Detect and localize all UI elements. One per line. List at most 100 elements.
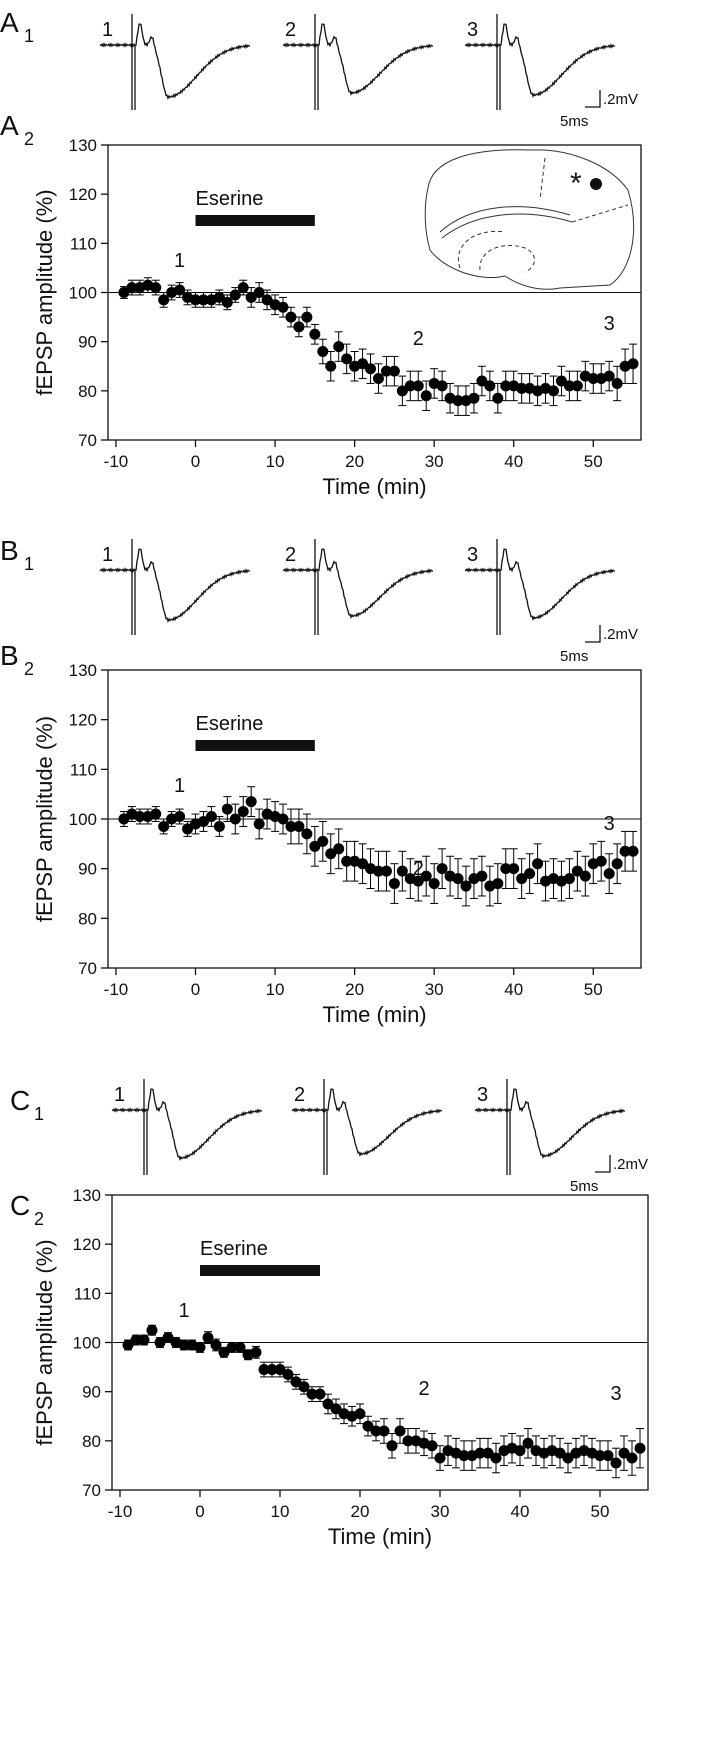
treatment-label: Eserine: [196, 713, 264, 735]
data-point: [277, 301, 289, 313]
data-point: [522, 1437, 534, 1449]
data-point: [158, 294, 170, 306]
amplitude-scale-label: .2mV: [613, 1156, 648, 1173]
x-tick-label: 10: [271, 1502, 290, 1521]
panel-subscript: 1: [34, 1104, 44, 1124]
y-tick-label: 100: [69, 284, 97, 303]
y-tick-label: 90: [78, 333, 97, 352]
x-axis-label: Time (min): [322, 1002, 426, 1027]
data-point: [434, 1452, 446, 1464]
y-tick-label: 80: [78, 382, 97, 401]
trace: [99, 548, 251, 623]
data-point: [619, 845, 631, 857]
data-point: [325, 360, 337, 372]
y-tick-label: 120: [73, 1235, 101, 1254]
data-point: [595, 855, 607, 867]
data-point: [298, 1381, 310, 1393]
data-point: [182, 823, 194, 835]
data-point: [458, 1450, 470, 1462]
x-tick-label: -10: [104, 980, 129, 999]
data-point: [492, 392, 504, 404]
data-point: [602, 1450, 614, 1462]
x-tick-label: 20: [345, 980, 364, 999]
data-point: [380, 865, 392, 877]
data-point: [229, 289, 241, 301]
data-point: [197, 815, 209, 827]
inset-marker: *: [570, 167, 582, 200]
brain-inset: [424, 149, 634, 290]
data-point: [258, 1364, 270, 1376]
x-tick-label: -10: [108, 1502, 133, 1521]
y-tick-label: 130: [69, 136, 97, 155]
y-axis-label: fEPSP amplitude (%): [32, 716, 57, 922]
panel-letter: A: [0, 110, 19, 141]
x-tick-label: 0: [191, 980, 200, 999]
time-scale-label: 5ms: [560, 648, 588, 665]
data-point: [293, 820, 305, 832]
data-point: [378, 1425, 390, 1437]
data-point: [213, 820, 225, 832]
data-point: [194, 1341, 206, 1353]
data-point: [500, 863, 512, 875]
data-point: [388, 878, 400, 890]
y-axis-label: fEPSP amplitude (%): [32, 189, 57, 395]
data-point: [126, 282, 138, 294]
data-point: [618, 1447, 630, 1459]
data-point: [205, 811, 217, 823]
y-tick-label: 70: [82, 1481, 101, 1500]
data-point: [229, 813, 241, 825]
data-point: [234, 1341, 246, 1353]
data-point: [210, 1339, 222, 1351]
data-point: [420, 870, 432, 882]
trace: [464, 548, 615, 621]
y-tick-label: 120: [69, 711, 97, 730]
data-point: [563, 380, 575, 392]
x-tick-label: 10: [266, 452, 285, 471]
inset-recording-site: [590, 178, 602, 190]
data-point: [162, 1332, 174, 1344]
x-tick-label: 30: [425, 980, 444, 999]
data-point: [250, 1346, 262, 1358]
time-label: 3: [610, 1383, 621, 1405]
y-tick-label: 80: [78, 909, 97, 928]
data-point: [524, 868, 536, 880]
data-point: [341, 353, 353, 365]
panel-subscript: 1: [24, 554, 34, 574]
x-tick-label: 50: [584, 452, 603, 471]
data-point: [274, 1364, 286, 1376]
data-point: [309, 328, 321, 340]
data-point: [516, 873, 528, 885]
data-point: [426, 1440, 438, 1452]
data-point: [253, 818, 265, 830]
data-point: [404, 380, 416, 392]
data-point: [122, 1339, 134, 1351]
time-label: 3: [604, 313, 615, 335]
data-point: [508, 863, 520, 875]
trace: [282, 23, 433, 96]
y-tick-label: 130: [73, 1186, 101, 1205]
data-point: [221, 296, 233, 308]
y-tick-label: 70: [78, 959, 97, 978]
y-tick-label: 110: [74, 1284, 101, 1303]
data-point: [174, 284, 186, 296]
scale-bar: [595, 1155, 611, 1173]
data-point: [245, 291, 257, 303]
data-point: [285, 311, 297, 323]
trace-label: 2: [285, 544, 296, 566]
trace: [111, 1088, 262, 1161]
data-point: [428, 878, 440, 890]
data-point: [610, 1457, 622, 1469]
data-point: [150, 282, 162, 294]
data-point: [563, 873, 575, 885]
scale-bar: [585, 90, 601, 108]
time-label: 2: [413, 328, 424, 350]
data-point: [174, 811, 186, 823]
data-point: [396, 865, 408, 877]
trace: [464, 23, 616, 98]
data-point: [341, 855, 353, 867]
data-point: [134, 811, 146, 823]
trace: [99, 23, 250, 100]
data-point: [118, 287, 130, 298]
panel-subscript: 2: [24, 129, 34, 149]
y-tick-label: 70: [78, 431, 97, 450]
